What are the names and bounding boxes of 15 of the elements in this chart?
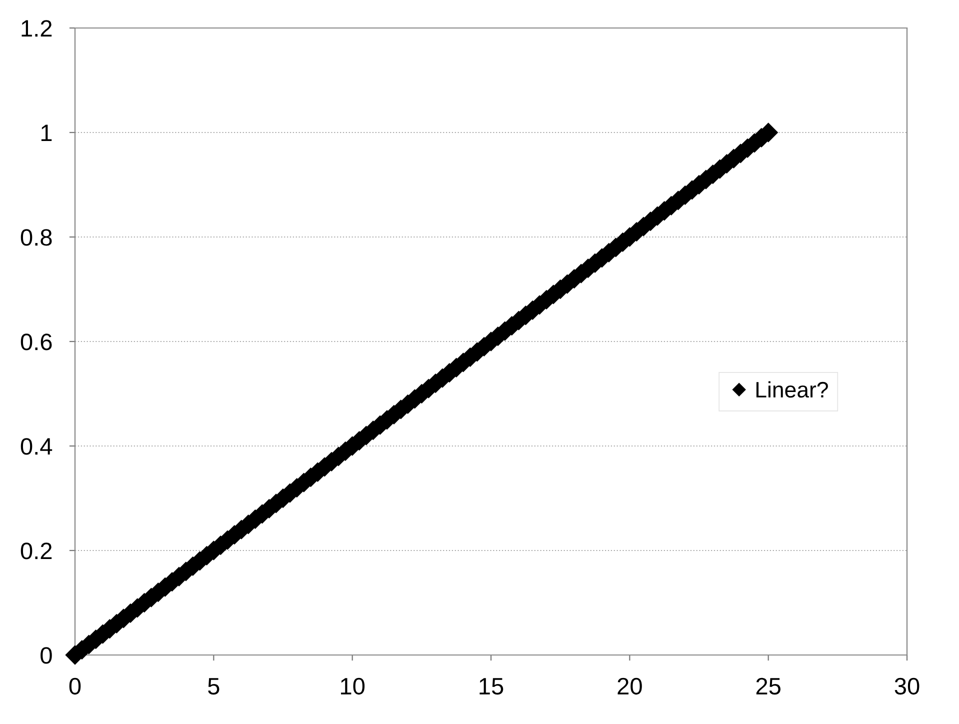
- y-tick-label: 0.8: [20, 229, 52, 246]
- x-tick-label: 25: [756, 678, 780, 695]
- x-tick-label: 30: [894, 678, 920, 695]
- x-tick-label: 15: [480, 678, 504, 695]
- y-tick-label: 0: [40, 647, 52, 664]
- x-tick-label: 5: [208, 678, 220, 695]
- y-tick-label: 0.6: [20, 334, 52, 350]
- x-tick-label: 20: [618, 678, 642, 695]
- x-tick-label: 0: [69, 678, 81, 695]
- y-tick-label: 0.2: [20, 542, 52, 560]
- y-tick-label: 1: [41, 124, 52, 142]
- y-tick-label: 1.2: [22, 20, 52, 37]
- legend-label: Linear?: [756, 381, 828, 398]
- x-tick-label: 10: [341, 678, 365, 695]
- y-tick-label: 0.4: [20, 438, 52, 455]
